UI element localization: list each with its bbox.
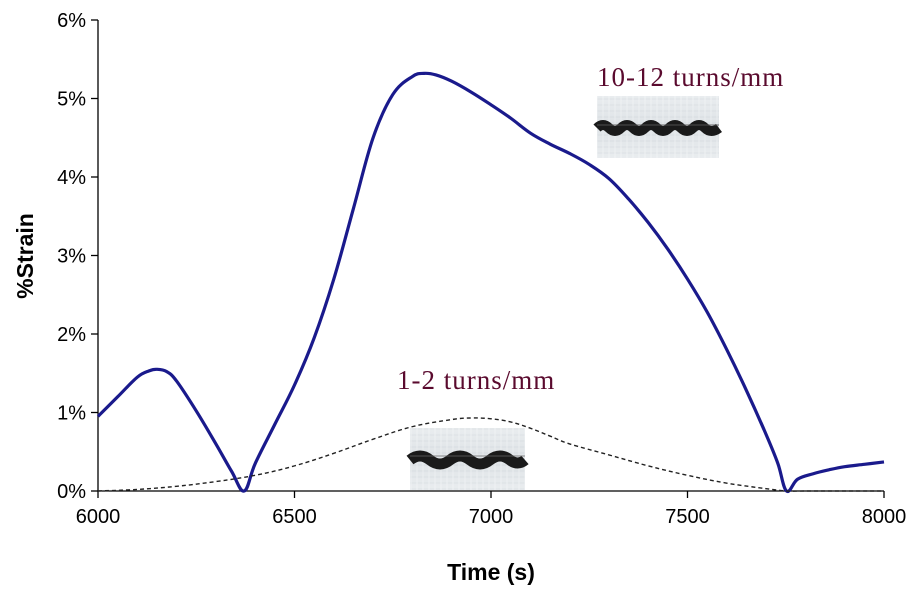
series-line-high-twist: [96, 71, 885, 494]
x-tick-label: 8000: [862, 506, 907, 528]
fabric-image-high-twist: [593, 96, 722, 158]
y-tick-label: 5%: [57, 89, 86, 111]
x-tick-label: 7000: [469, 506, 514, 528]
x-axis-title: Time (s): [447, 559, 535, 585]
annotation-low-twist: 1-2 turns/mm: [397, 365, 555, 395]
x-tick-label: 6000: [76, 506, 121, 528]
series-layer: [96, 71, 885, 494]
series-line-low-twist: [97, 417, 884, 492]
y-tick-label: 3%: [57, 246, 86, 268]
y-tick-label: 2%: [57, 324, 86, 346]
y-tick-label: 1%: [57, 403, 86, 425]
x-ticks: 6000 6500 7000 7500 8000: [76, 491, 907, 528]
fabric-image-low-twist: [406, 428, 529, 490]
y-tick-label: 4%: [57, 167, 86, 189]
y-axis-title: %Strain: [12, 213, 38, 299]
annotation-high-twist: 10-12 turns/mm: [597, 62, 784, 92]
y-tick-label: 6%: [57, 10, 86, 32]
y-tick-label: 0%: [57, 481, 86, 503]
x-tick-label: 7500: [665, 506, 710, 528]
y-ticks: 0% 1% 2% 3% 4% 5% 6%: [57, 10, 98, 503]
x-tick-label: 6500: [272, 506, 317, 528]
